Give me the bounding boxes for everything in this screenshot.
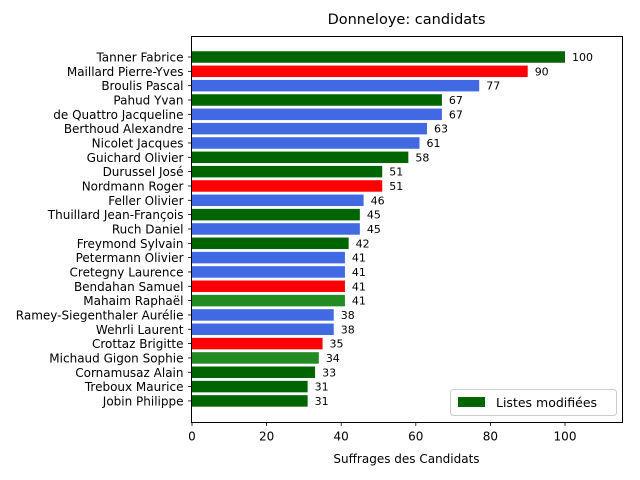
legend-entry-label: Listes modifiées (496, 395, 597, 410)
category-label: Ramey-Siegenthaler Aurélie (16, 308, 184, 322)
x-tick-label: 80 (483, 430, 498, 444)
bar-value-label: 51 (389, 180, 403, 193)
bar-value-label: 46 (371, 194, 385, 207)
category-label: Bendahan Samuel (74, 280, 184, 294)
category-label: Broulis Pascal (101, 79, 183, 93)
bar-value-label: 90 (535, 65, 549, 78)
bar-value-label: 41 (352, 252, 366, 265)
bar (192, 323, 334, 336)
x-tick-label: 0 (188, 430, 196, 444)
bar-value-label: 42 (356, 237, 370, 250)
bar (192, 108, 442, 121)
x-ticks-group: 0 20 40 60 80 100 (188, 422, 577, 444)
bar (192, 79, 480, 92)
bar (192, 366, 316, 379)
category-label: Jobin Philippe (102, 394, 184, 408)
bar (192, 65, 528, 78)
category-label: Berthoud Alexandre (64, 122, 184, 136)
bar-value-label: 45 (367, 209, 381, 222)
bar-value-label: 31 (315, 395, 329, 408)
bar-value-label: 51 (389, 166, 403, 179)
category-label: Freymond Sylvain (77, 237, 184, 251)
bar (192, 251, 345, 264)
legend-swatch (458, 397, 485, 407)
bar-value-label: 67 (449, 94, 463, 107)
bar (192, 151, 409, 164)
bar-value-label: 34 (326, 352, 340, 365)
bar (192, 237, 349, 250)
bar (192, 137, 420, 149)
category-label: Nicolet Jacques (92, 136, 184, 150)
bar (192, 395, 308, 407)
category-label: Feller Olivier (108, 194, 183, 208)
bar (192, 94, 442, 106)
bar-value-label: 45 (367, 223, 381, 236)
bar-value-label: 77 (486, 80, 500, 93)
bar (192, 380, 308, 393)
value-labels-group: 1009077676763615851514645454241414141383… (315, 51, 593, 408)
legend-box (450, 389, 617, 416)
bar-value-label: 33 (322, 366, 336, 379)
bar-value-label: 41 (352, 295, 366, 308)
category-label: Wehrli Laurent (96, 323, 184, 337)
bar (192, 122, 427, 135)
category-label: Thuillard Jean-François (47, 208, 184, 222)
bar-value-label: 100 (572, 51, 593, 64)
category-label: Durussel José (103, 165, 184, 179)
x-tick-label: 20 (259, 430, 274, 444)
bars-group (192, 51, 565, 407)
chart-title: Donneloye: candidats (328, 12, 486, 28)
x-tick-label: 60 (408, 430, 423, 444)
category-label: Michaud Gigon Sophie (49, 351, 183, 365)
category-label: Pahud Yvan (113, 93, 183, 107)
bar (192, 223, 360, 235)
bar (192, 294, 345, 307)
bar (192, 352, 319, 364)
bar (192, 194, 364, 207)
bar (192, 180, 383, 192)
category-label: Crottaz Brigitte (92, 337, 184, 351)
bar-value-label: 63 (434, 123, 448, 136)
category-label: Maillard Pierre-Yves (67, 65, 184, 79)
category-label: Petermann Olivier (76, 251, 184, 265)
category-label: de Quattro Jacqueline (53, 108, 183, 122)
bar-value-label: 35 (330, 338, 344, 351)
bar (192, 51, 565, 63)
bar (192, 208, 360, 221)
bar (192, 309, 334, 321)
x-tick-label: 40 (334, 430, 349, 444)
category-label: Ruch Daniel (112, 222, 184, 236)
x-tick-label: 100 (554, 430, 577, 444)
category-label: Guichard Olivier (87, 151, 184, 165)
category-label: Mahaim Raphaël (83, 294, 183, 308)
bar-value-label: 31 (315, 381, 329, 394)
legend: Listes modifiées (450, 389, 617, 416)
bar (192, 165, 383, 178)
bar-value-label: 61 (427, 137, 441, 150)
bar-value-label: 41 (352, 280, 366, 293)
bar (192, 280, 345, 293)
category-label: Treboux Maurice (84, 380, 184, 394)
bar (192, 266, 345, 278)
category-label: Cretegny Laurence (70, 265, 184, 279)
category-label: Nordmann Roger (82, 179, 184, 193)
category-label: Cornamusaz Alain (75, 366, 183, 380)
bar-value-label: 38 (341, 323, 355, 336)
x-axis-label: Suffrages des Candidats (333, 452, 479, 466)
bar (192, 337, 323, 350)
plot-frame (191, 36, 623, 423)
category-label: Tanner Fabrice (95, 51, 183, 65)
bar-value-label: 58 (415, 151, 429, 164)
bar-value-label: 38 (341, 309, 355, 322)
bar-value-label: 67 (449, 108, 463, 121)
bar-value-label: 41 (352, 266, 366, 279)
